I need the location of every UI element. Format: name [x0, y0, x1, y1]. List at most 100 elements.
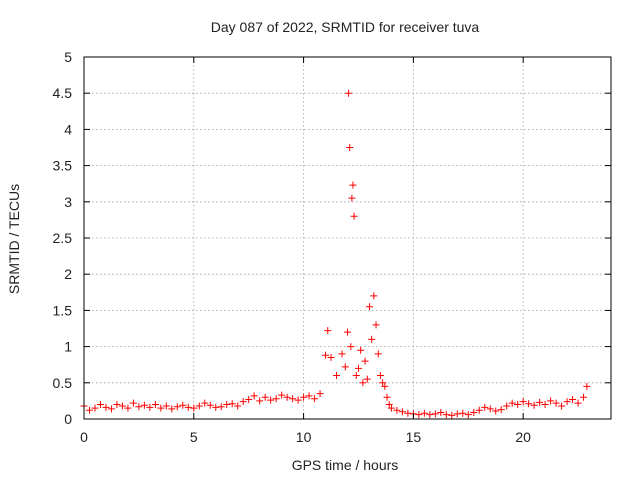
data-point	[387, 404, 395, 412]
data-point	[574, 399, 582, 407]
x-tick-label: 20	[515, 429, 531, 445]
chart-title: Day 087 of 2022, SRMTID for receiver tuv…	[211, 19, 480, 35]
data-point	[267, 396, 275, 404]
data-point	[519, 398, 527, 406]
data-point	[201, 399, 209, 407]
data-point	[361, 357, 369, 365]
data-point	[283, 393, 291, 401]
data-point	[348, 194, 356, 202]
data-point	[363, 375, 371, 383]
data-point	[278, 391, 286, 399]
data-point	[459, 409, 467, 417]
data-point	[256, 397, 264, 405]
data-point	[346, 144, 354, 151]
data-point	[261, 393, 269, 401]
x-tick-label: 15	[406, 429, 422, 445]
data-point	[327, 353, 335, 361]
data-point	[475, 406, 483, 414]
data-point	[470, 408, 478, 416]
data-point	[135, 403, 143, 411]
data-point	[300, 393, 308, 401]
data-point	[140, 401, 148, 409]
data-point	[102, 403, 110, 411]
data-point	[272, 395, 280, 403]
data-point	[448, 411, 456, 419]
y-tick-label: 1.5	[53, 302, 73, 318]
data-point	[347, 343, 355, 351]
data-point	[146, 403, 154, 411]
y-tick-label: 0.5	[53, 375, 73, 391]
data-point	[547, 397, 555, 405]
y-tick-label: 4	[64, 121, 72, 137]
data-point	[492, 407, 500, 415]
data-point	[341, 363, 349, 371]
data-point	[359, 379, 367, 387]
data-point	[316, 390, 324, 398]
data-point	[168, 405, 176, 413]
data-point	[107, 405, 115, 413]
data-point	[96, 401, 104, 409]
data-point	[383, 393, 391, 401]
data-point	[338, 350, 346, 358]
data-point	[85, 406, 93, 414]
data-point	[552, 399, 560, 407]
data-point	[311, 395, 319, 403]
data-point	[162, 402, 170, 410]
data-point	[184, 403, 192, 411]
data-point	[381, 382, 389, 390]
data-point	[514, 401, 522, 409]
data-point	[91, 404, 99, 412]
data-point	[350, 212, 358, 220]
data-point	[289, 395, 297, 403]
data-point	[324, 327, 332, 335]
data-point	[580, 393, 588, 401]
data-point	[234, 402, 242, 410]
data-point	[453, 410, 461, 418]
data-point	[420, 409, 428, 417]
x-axis-label: GPS time / hours	[292, 457, 399, 473]
data-point	[212, 403, 220, 411]
y-tick-label: 5	[64, 49, 72, 65]
x-tick-label: 0	[80, 429, 88, 445]
data-point	[508, 399, 516, 407]
data-point	[195, 402, 203, 410]
data-point	[481, 403, 489, 411]
data-point	[294, 396, 302, 404]
data-point	[525, 400, 533, 408]
y-tick-label: 0	[64, 411, 72, 427]
data-point	[558, 402, 566, 410]
data-point	[344, 328, 351, 336]
data-point	[245, 395, 253, 403]
data-point	[118, 402, 126, 410]
y-tick-label: 1	[64, 339, 72, 355]
data-point	[370, 292, 378, 300]
data-point	[530, 401, 538, 409]
data-point	[190, 404, 198, 412]
data-point	[464, 411, 472, 419]
data-point	[393, 406, 401, 414]
data-point	[415, 411, 423, 419]
data-point	[217, 403, 225, 411]
data-point	[372, 321, 380, 329]
y-tick-label: 4.5	[53, 85, 73, 101]
data-point	[431, 410, 439, 418]
data-point	[206, 401, 214, 409]
data-point	[113, 401, 121, 409]
data-point	[151, 401, 159, 409]
data-points	[80, 89, 591, 419]
data-point	[129, 399, 137, 407]
data-point	[349, 181, 357, 189]
data-point	[250, 392, 258, 400]
data-point	[398, 408, 406, 416]
data-point	[563, 398, 571, 406]
data-point	[124, 404, 132, 412]
data-point	[228, 400, 236, 408]
data-point	[437, 408, 445, 416]
data-point	[322, 351, 330, 359]
data-point	[157, 404, 165, 412]
data-point	[404, 409, 412, 417]
data-point	[305, 392, 313, 400]
data-point	[536, 398, 544, 406]
x-tick-label: 10	[296, 429, 312, 445]
y-tick-label: 2	[64, 266, 72, 282]
